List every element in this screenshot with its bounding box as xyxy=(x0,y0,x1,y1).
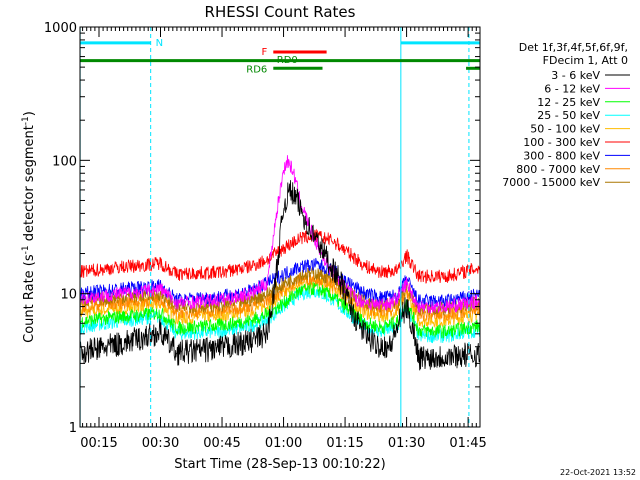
legend-label-5: 100 - 300 keV xyxy=(523,136,600,149)
series-line-0 xyxy=(79,180,480,371)
x-tick-label-4: 01:15 xyxy=(326,436,363,451)
y-tick-label-3: 1000 xyxy=(44,21,77,36)
legend-label-6: 300 - 800 keV xyxy=(523,149,600,162)
status-bar-label-rd0: RD0 xyxy=(277,55,298,66)
series-layer xyxy=(79,155,480,371)
x-axis-label: Start Time (28-Sep-13 00:10:22) xyxy=(174,457,385,472)
y-axis-label-sup1: -1 xyxy=(21,245,31,254)
legend-label-0: 3 - 6 keV xyxy=(551,69,600,82)
series-line-1 xyxy=(79,155,480,314)
x-tick-label-2: 00:45 xyxy=(203,436,240,451)
y-axis-label-main: Count Rate (s xyxy=(22,254,37,343)
legend-label-7: 800 - 7000 keV xyxy=(516,163,600,176)
status-bar-label-f: F xyxy=(262,47,268,58)
x-tick-label-3: 01:00 xyxy=(265,436,302,451)
y-tick-label-1: 10 xyxy=(60,288,77,303)
legend-header-line-2: FDecim 1, Att 0 xyxy=(543,54,628,67)
footer-timestamp: 22-Oct-2021 13:52 xyxy=(560,468,636,477)
plot-frame xyxy=(79,26,481,428)
axes-layer xyxy=(79,26,481,428)
legend-label-1: 6 - 12 keV xyxy=(544,82,600,95)
legend-label-2: 12 - 25 keV xyxy=(537,96,600,109)
legend-header-line-1: Det 1f,3f,4f,5f,6f,9f, xyxy=(519,41,628,54)
legend-label-8: 7000 - 15000 keV xyxy=(502,176,600,189)
chart-title: RHESSI Count Rates xyxy=(205,3,356,21)
y-axis-label-mid: detector segment xyxy=(22,125,37,245)
y-tick-label-2: 100 xyxy=(52,154,77,169)
x-tick-label-1: 00:30 xyxy=(142,436,179,451)
y-axis-label-end: ) xyxy=(22,111,37,116)
legend-label-3: 25 - 50 keV xyxy=(537,109,600,122)
y-tick-label-0: 1 xyxy=(69,421,77,436)
status-bar-label-n: N xyxy=(156,38,163,49)
legend: Det 1f,3f,4f,5f,6f,9f, FDecim 1, Att 0 3… xyxy=(502,41,630,189)
legend-label-4: 50 - 100 keV xyxy=(530,123,600,136)
x-tick-label-0: 00:15 xyxy=(80,436,117,451)
ticks-layer: 1 10 100 1000 00:15 00:30 00:45 01:00 01:15 01:30… xyxy=(44,21,487,451)
y-axis-label: Count Rate (s-1 detector segment-1) xyxy=(21,111,37,343)
x-tick-label-6: 01:45 xyxy=(449,436,486,451)
x-tick-label-5: 01:30 xyxy=(388,436,425,451)
y-axis-label-sup2: -1 xyxy=(21,116,31,125)
status-bar-label-rd6: RD6 xyxy=(246,64,267,75)
